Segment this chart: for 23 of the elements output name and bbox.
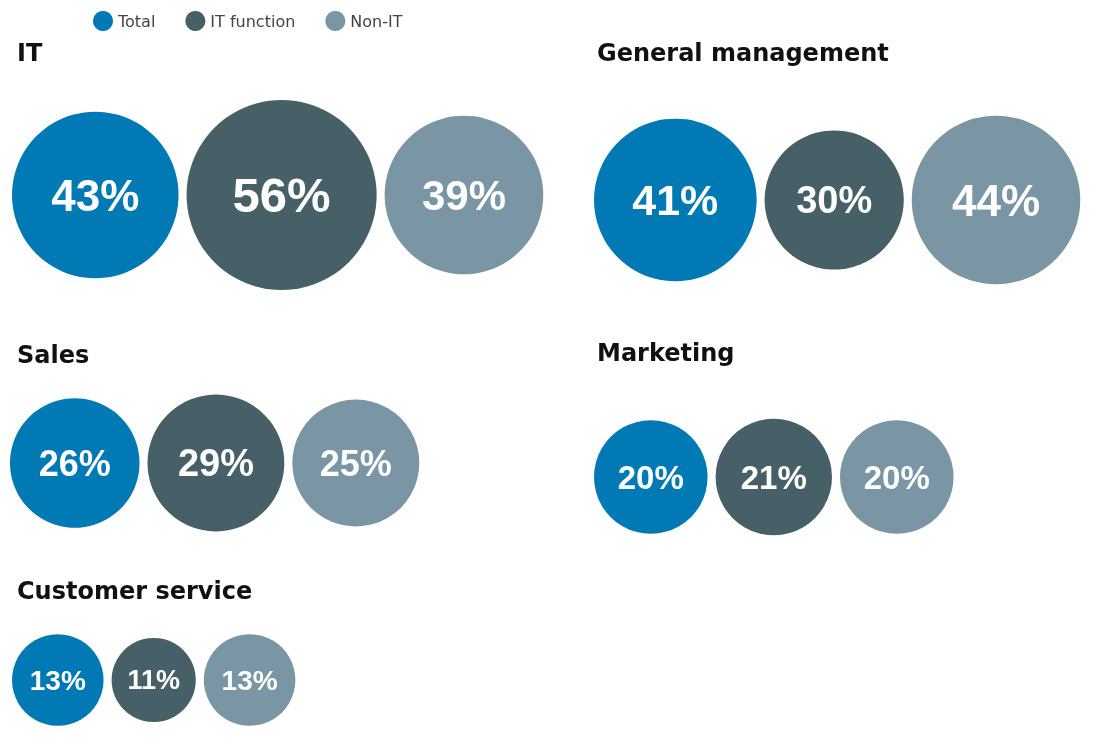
data-label: 20% — [617, 458, 684, 496]
data-label: 29% — [177, 442, 254, 484]
data-label: 41% — [632, 176, 719, 224]
text: Customer service — [17, 577, 253, 605]
data-label: 13% — [29, 664, 86, 696]
data-label: 30% — [796, 179, 873, 221]
data-label: 44% — [951, 175, 1041, 225]
category-label: Total — [117, 11, 156, 31]
data-label: 21% — [740, 458, 807, 496]
data-label: 25% — [319, 442, 392, 484]
data-label: 43% — [51, 170, 140, 220]
data-label: 39% — [421, 171, 506, 219]
category-label: IT function — [210, 11, 296, 31]
data-label: 26% — [38, 442, 111, 484]
text: General management — [597, 39, 889, 67]
data-label: 20% — [863, 458, 930, 496]
data-label: 11% — [127, 665, 180, 695]
data-label: 56% — [232, 168, 331, 222]
category-label: Non-IT — [350, 11, 403, 31]
text: Marketing — [597, 339, 735, 367]
data-label: 13% — [221, 664, 278, 696]
text: Sales — [17, 341, 90, 369]
text: IT — [17, 39, 43, 67]
